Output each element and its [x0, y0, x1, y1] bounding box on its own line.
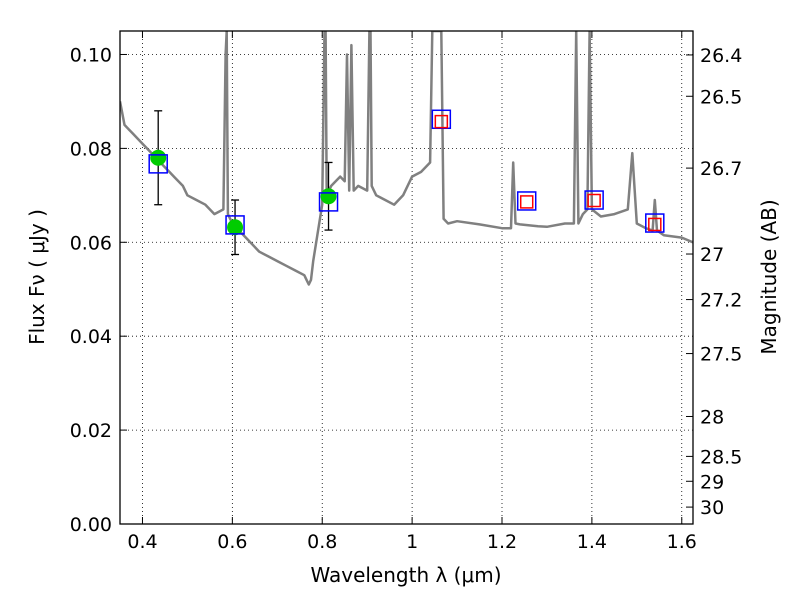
- right-tick-label: 28: [700, 406, 724, 428]
- observed-point: [227, 219, 244, 236]
- y-tick-label: 0.10: [70, 44, 112, 66]
- predicted-photometry-square: [519, 195, 534, 209]
- model-photometry-square: [225, 215, 245, 235]
- x-tick-label: 1.6: [667, 531, 697, 553]
- model-photometry-square: [148, 154, 168, 174]
- observed-point: [320, 188, 337, 205]
- y-axis-label: Flux Fν ( μJy ): [25, 209, 49, 345]
- predicted-photometry-square: [648, 217, 662, 232]
- model-photometry-square: [516, 191, 537, 211]
- y-tick-label: 0.00: [70, 514, 112, 536]
- model-photometry-square: [645, 213, 665, 233]
- grid: [120, 31, 693, 525]
- axis-ticks: 0.4 0.6 0.8 1 1.2 1.4 1.6 0.00 0.02 0.04 0.06 0.08 0…: [70, 31, 742, 553]
- model-sed-line: [120, 31, 693, 286]
- y-tick-label: 0.08: [70, 138, 112, 160]
- plot-frame: [119, 30, 694, 525]
- plot-area: [120, 31, 693, 286]
- observed-point: [150, 149, 167, 166]
- x-tick-label: 1.4: [577, 531, 607, 553]
- predicted-photometry-square: [587, 193, 601, 208]
- right-tick-label: 26.4: [700, 45, 742, 67]
- right-tick-label: 29: [700, 471, 724, 493]
- right-tick-label: 26.7: [700, 158, 742, 180]
- y-tick-label: 0.02: [70, 420, 112, 442]
- model-photometry-square: [318, 192, 339, 212]
- x-axis-label: Wavelength λ (μm): [310, 563, 501, 587]
- y-axis-right-label: Magnitude (AB): [757, 199, 781, 354]
- right-tick-label: 26.5: [700, 86, 742, 108]
- right-tick-label: 27.2: [700, 290, 742, 312]
- x-tick-label: 0.6: [217, 531, 247, 553]
- y-tick-label: 0.04: [70, 326, 112, 348]
- x-tick-label: 1.2: [487, 531, 517, 553]
- x-tick-label: 1: [406, 531, 418, 553]
- x-tick-label: 0.4: [127, 531, 157, 553]
- predicted-photometry-square: [434, 114, 449, 129]
- right-tick-label: 27: [700, 244, 724, 266]
- model-photometry-square: [584, 190, 604, 210]
- markers: [148, 109, 665, 256]
- x-tick-label: 0.8: [307, 531, 337, 553]
- right-tick-label: 27.5: [700, 344, 742, 366]
- y-tick-label: 0.06: [70, 232, 112, 254]
- right-tick-label: 28.5: [700, 446, 742, 468]
- right-tick-label: 30: [700, 497, 724, 519]
